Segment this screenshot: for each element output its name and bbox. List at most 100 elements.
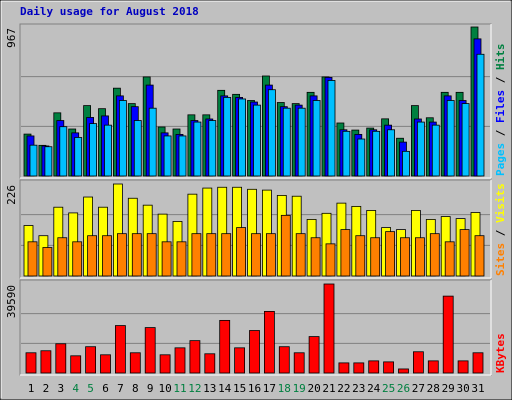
bar	[427, 360, 439, 374]
y-max-label: 967	[5, 28, 18, 48]
bar	[459, 229, 470, 277]
x-tick-label: 20	[307, 382, 320, 395]
bar	[178, 135, 187, 177]
bar	[104, 124, 112, 177]
x-tick-label: 22	[337, 382, 350, 395]
y-max-label: 39590	[5, 285, 18, 318]
bar	[234, 347, 246, 374]
x-tick-label: 17	[263, 382, 276, 395]
bar	[472, 352, 484, 374]
bar	[223, 97, 232, 177]
bar	[293, 352, 305, 374]
bar	[163, 135, 172, 177]
bar	[221, 233, 232, 277]
x-tick-label: 27	[412, 382, 425, 395]
legend: Sites / Visits	[494, 183, 507, 276]
x-tick-label: 16	[248, 382, 261, 395]
x-tick-label: 1	[28, 382, 35, 395]
bar	[267, 89, 276, 177]
bar	[70, 355, 82, 374]
x-tick-label: 13	[203, 382, 216, 395]
bar	[25, 352, 37, 374]
x-tick-label: 11	[173, 382, 186, 395]
y-max-label: 226	[5, 185, 18, 205]
bar	[102, 235, 112, 277]
legend-entry: Files	[494, 90, 507, 123]
bar	[355, 235, 366, 277]
x-tick-label: 19	[293, 382, 306, 395]
bar	[444, 241, 455, 277]
x-tick-label: 7	[117, 382, 124, 395]
bar	[412, 351, 424, 374]
bar	[159, 354, 171, 374]
bar	[295, 233, 306, 277]
bar	[385, 231, 396, 277]
bar	[383, 361, 395, 374]
bar	[176, 241, 187, 277]
x-tick-label: 24	[367, 382, 381, 395]
bar	[338, 362, 350, 374]
bar	[402, 150, 410, 177]
bar	[325, 243, 336, 277]
bar	[249, 330, 260, 374]
bar	[189, 340, 201, 374]
bar	[100, 354, 111, 374]
bar	[312, 100, 321, 177]
bar	[310, 237, 321, 277]
bar	[251, 233, 261, 277]
x-tick-label: 9	[147, 382, 154, 395]
bar	[461, 103, 470, 177]
bar	[129, 352, 141, 374]
bar	[282, 107, 291, 177]
legend-entry: Pages	[494, 143, 507, 176]
bar	[446, 100, 455, 177]
bar	[144, 327, 156, 374]
bar	[146, 233, 157, 277]
bar	[370, 237, 381, 277]
bar	[161, 241, 172, 277]
chart-title: Daily usage for August 2018	[20, 5, 199, 18]
bar	[55, 343, 67, 374]
legend-entry: Visits	[494, 183, 507, 223]
bar	[476, 53, 485, 177]
bar	[442, 295, 454, 374]
bar	[40, 350, 52, 374]
bar	[44, 146, 53, 177]
x-tick-label: 12	[188, 382, 201, 395]
x-tick-label: 31	[471, 382, 484, 395]
bar	[340, 229, 351, 277]
bar	[265, 233, 276, 277]
bar	[278, 346, 290, 374]
bar	[27, 241, 38, 277]
bar	[398, 368, 409, 374]
x-tick-label: 21	[322, 382, 335, 395]
bar	[416, 121, 425, 177]
bar	[280, 214, 291, 277]
bar	[115, 325, 126, 374]
x-tick-label: 29	[442, 382, 455, 395]
bar	[387, 129, 396, 177]
bar	[357, 138, 366, 177]
bar	[327, 80, 336, 177]
x-tick-label: 28	[427, 382, 440, 395]
x-tick-label: 8	[132, 382, 139, 395]
bar	[72, 241, 83, 277]
x-tick-label: 14	[218, 382, 232, 395]
bar	[85, 346, 96, 374]
bar	[57, 237, 68, 277]
x-tick-label: 23	[352, 382, 365, 395]
bar	[253, 104, 261, 177]
x-tick-label: 25	[382, 382, 395, 395]
bar	[219, 319, 231, 374]
bar	[117, 233, 127, 277]
bar	[119, 100, 127, 177]
x-tick-label: 6	[102, 382, 109, 395]
x-tick-label: 4	[72, 382, 79, 395]
bar	[206, 233, 217, 277]
bar	[431, 124, 440, 177]
legend-separator: /	[494, 223, 507, 243]
bar	[308, 336, 320, 374]
bar	[429, 233, 440, 277]
bar	[74, 137, 83, 177]
legend-separator: /	[494, 123, 507, 143]
